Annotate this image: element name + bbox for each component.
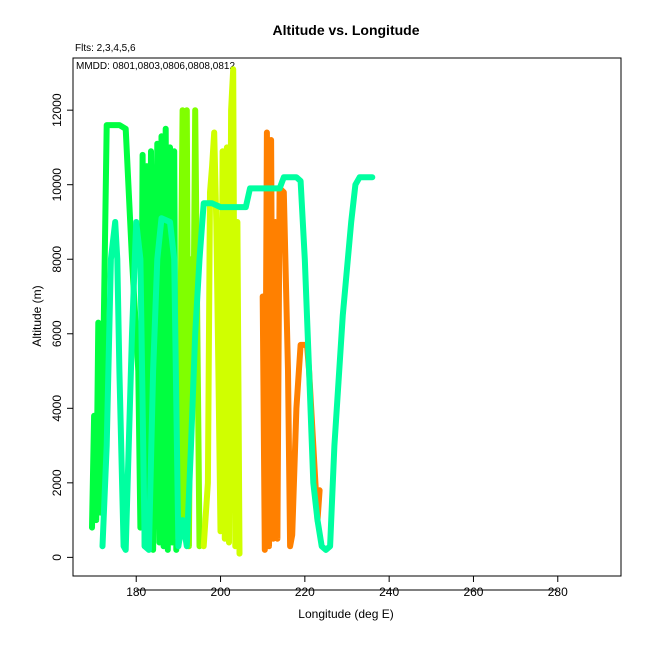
series-line-5: [99, 174, 376, 553]
x-tick-label: 240: [379, 585, 399, 599]
x-tick-label: 180: [126, 585, 146, 599]
mmdd-annotation: MMDD: 0801,0803,0806,0808,0812: [76, 61, 235, 72]
flights-annotation: Flts: 2,3,4,5,6: [75, 43, 136, 54]
y-tick-label: 12000: [50, 93, 64, 127]
plot-frame: [72, 57, 622, 577]
y-tick-label: 8000: [50, 246, 64, 273]
x-axis-label: Longitude (deg E): [298, 607, 393, 621]
y-axis-label: Altitude (m): [30, 285, 44, 346]
y-tick-label: 10000: [50, 168, 64, 202]
x-tick-label: 220: [295, 585, 315, 599]
x-tick-label: 200: [211, 585, 231, 599]
y-tick-label: 4000: [50, 395, 64, 422]
series-layer: [89, 66, 376, 557]
x-tick-label: 260: [463, 585, 483, 599]
y-tick-label: 2000: [50, 469, 64, 496]
series-line-1: [89, 122, 180, 553]
axes-layer: 180 200 220 240 260 280 0 2000 4000 6000 8000 10000…: [50, 93, 568, 599]
x-tick-label: 280: [548, 585, 568, 599]
series-line-3: [200, 66, 243, 557]
chart-title: Altitude vs. Longitude: [273, 22, 420, 38]
y-tick-label: 0: [50, 554, 64, 561]
y-tick-label: 6000: [50, 320, 64, 347]
